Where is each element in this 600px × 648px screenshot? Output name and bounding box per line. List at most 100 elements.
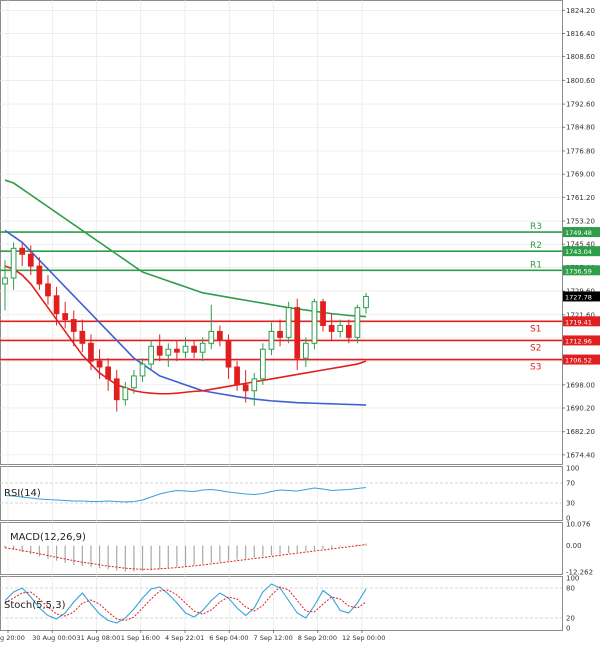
stoch-tick-label: 80 — [566, 585, 575, 593]
price-tick-label: 1690.20 — [566, 404, 595, 412]
candle-body — [131, 375, 137, 389]
panel-frame-stoch — [0, 576, 563, 631]
candle-body — [182, 345, 189, 353]
candle-body — [70, 319, 77, 332]
price-tick-label: 1769.00 — [566, 171, 595, 179]
candle-body — [165, 348, 172, 356]
stoch-tick-label: 0 — [566, 625, 570, 633]
candle-body — [27, 253, 34, 267]
macd-signal-line — [4, 544, 367, 570]
level-price-label-s2: 1712.96 — [565, 337, 592, 345]
level-price-label-r3: 1749.48 — [565, 229, 592, 237]
stoch-d-line — [4, 586, 367, 622]
level-price-box-s2 — [563, 335, 600, 346]
price-tick-label: 1698.00 — [566, 381, 595, 389]
candle-body — [294, 307, 301, 359]
price-tick-label: 1792.60 — [566, 101, 595, 109]
candle-body — [19, 247, 26, 255]
x-tick-label: 30 Aug 00:00 — [32, 634, 76, 642]
price-tick-label: 1753.20 — [566, 218, 595, 226]
candle-body — [105, 366, 112, 380]
candle-body — [174, 348, 180, 353]
stoch-k-line — [4, 583, 367, 624]
moving-average-line-2 — [4, 265, 367, 395]
x-tick-label: 7 Sep 12:00 — [254, 634, 293, 642]
macd-tick-label: -12.262 — [566, 569, 593, 577]
level-price-label-r1: 1736.59 — [565, 267, 592, 275]
candle-body — [79, 330, 86, 344]
x-tick-label: 4 Sep 22:01 — [165, 634, 204, 642]
level-price-box-s1 — [563, 316, 600, 327]
level-price-label-r2: 1743.04 — [565, 248, 592, 256]
rsi-tick-label: 0 — [566, 515, 570, 523]
candle-body — [113, 378, 120, 401]
moving-average-line-1 — [4, 229, 367, 406]
candle-body — [311, 301, 318, 344]
price-tick-label: 1682.20 — [566, 428, 595, 436]
candle-body — [191, 345, 197, 353]
x-tick-label: 8 Sep 20:00 — [298, 634, 337, 642]
candle-body — [62, 313, 69, 321]
level-price-box-r2 — [563, 246, 600, 257]
candle-body — [354, 307, 361, 338]
level-name-r1: R1 — [530, 260, 542, 270]
x-tick-label: 12 Sep 00:00 — [342, 634, 385, 642]
candle-body — [234, 366, 240, 386]
macd-tick-label: 0.00 — [566, 542, 582, 550]
price-tick-label: 1800.60 — [566, 77, 595, 85]
current-price-box — [563, 291, 600, 302]
level-price-box-r3 — [563, 227, 600, 238]
level-name-r3: R3 — [530, 222, 542, 232]
candle-body — [148, 345, 154, 365]
candle-body — [156, 345, 163, 356]
level-name-s1: S1 — [530, 324, 541, 334]
level-name-s2: S2 — [530, 343, 541, 353]
rsi-tick-label: 30 — [566, 500, 575, 508]
level-name-r2: R2 — [530, 241, 542, 251]
x-tick-label: 1 Sep 16:00 — [121, 634, 160, 642]
candle-body — [217, 330, 223, 341]
current-price-label: 1727.78 — [565, 293, 592, 301]
candle-body — [328, 324, 335, 332]
rsi-line — [4, 486, 367, 503]
candle-body — [302, 342, 309, 359]
level-price-box-r1 — [563, 265, 600, 276]
candle-body — [199, 342, 206, 353]
candle-body — [268, 330, 275, 350]
level-price-box-s3 — [563, 354, 600, 365]
candle-body — [36, 265, 43, 285]
candle-body — [337, 324, 344, 332]
candle-body — [88, 342, 94, 362]
price-tick-label: 1784.80 — [566, 124, 595, 132]
level-price-label-s1: 1719.41 — [565, 318, 592, 326]
stoch-tick-label: 100 — [566, 575, 579, 583]
candle-body — [285, 307, 292, 338]
macd-tick-label: 10.076 — [566, 521, 591, 529]
price-tick-label: 1808.60 — [566, 53, 595, 61]
x-tick-label: 6 Sep 04:00 — [209, 634, 248, 642]
price-tick-label: 1824.20 — [566, 7, 595, 15]
candle-body — [259, 348, 266, 380]
candle-body — [2, 277, 8, 285]
candle-body — [53, 295, 60, 315]
x-tick-label: g 20:00 — [0, 634, 25, 642]
panel-frame-macd — [0, 522, 563, 575]
candle-body — [122, 387, 129, 401]
price-tick-label: 1761.20 — [566, 194, 595, 202]
candle-body — [242, 384, 249, 392]
candle-body — [277, 330, 283, 338]
rsi-tick-label: 100 — [566, 465, 579, 473]
rsi-label: RSI(14) — [4, 488, 41, 499]
panel-frame-rsi — [0, 466, 563, 521]
price-tick-label: 1776.80 — [566, 147, 595, 155]
level-name-s3: S3 — [530, 363, 541, 373]
candle-body — [251, 378, 258, 392]
price-tick-label: 1674.40 — [566, 451, 595, 459]
price-tick-label: 1721.60 — [566, 311, 595, 319]
price-tick-label: 1816.40 — [566, 30, 595, 38]
candle-body — [363, 295, 369, 309]
rsi-tick-label: 70 — [566, 480, 575, 488]
stoch-tick-label: 20 — [566, 615, 575, 623]
candle-body — [208, 330, 215, 344]
